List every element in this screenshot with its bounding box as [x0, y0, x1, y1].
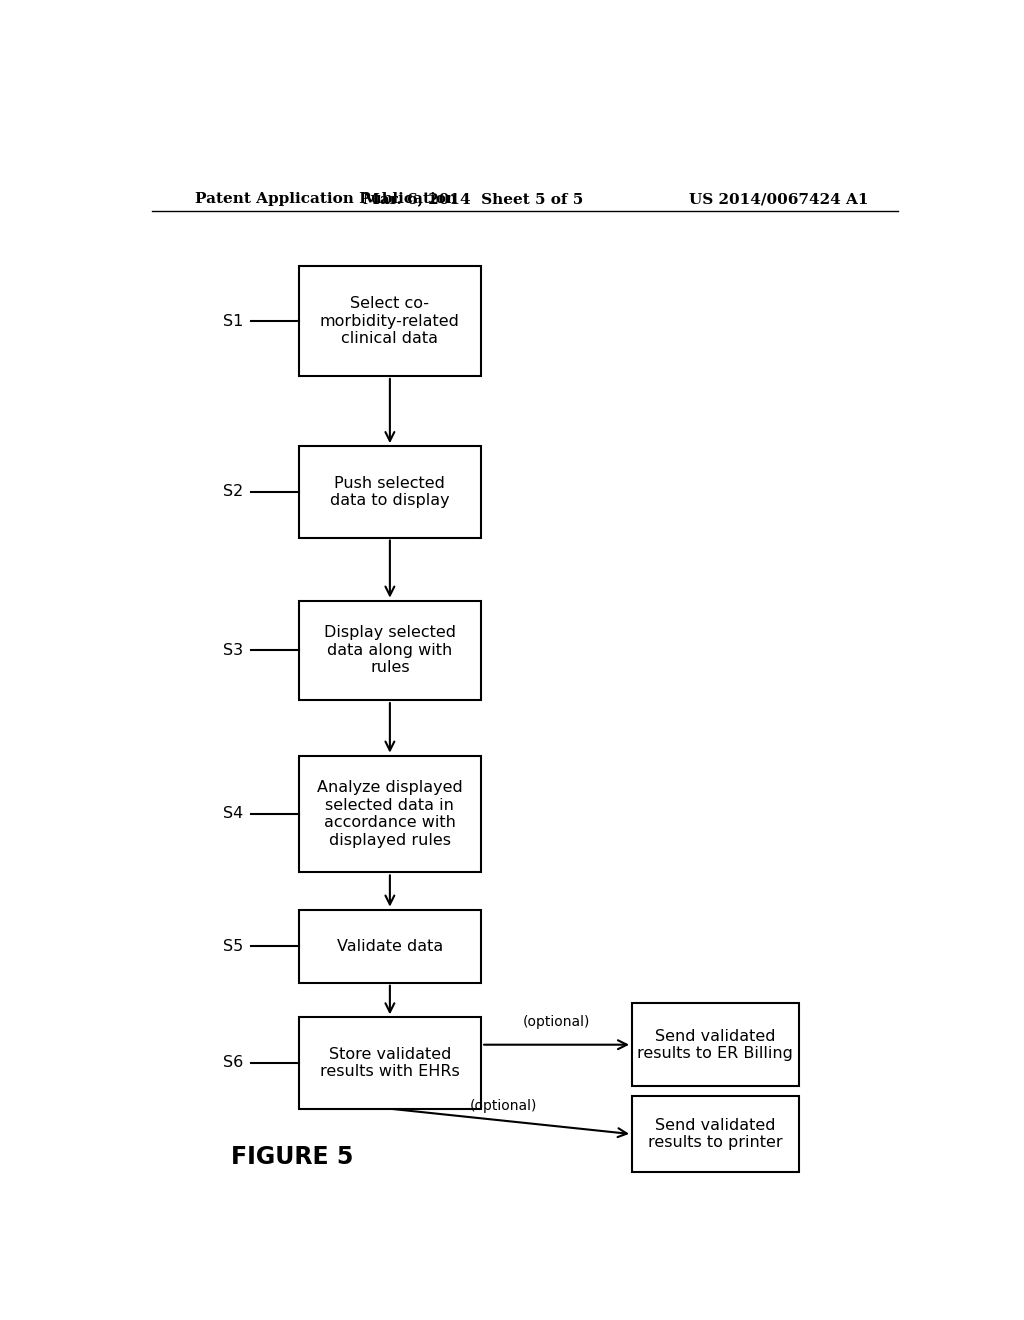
Text: (optional): (optional): [469, 1100, 537, 1113]
Text: Send validated
results to ER Billing: Send validated results to ER Billing: [637, 1028, 794, 1061]
Text: Store validated
results with EHRs: Store validated results with EHRs: [321, 1047, 460, 1080]
Text: Select co-
morbidity-related
clinical data: Select co- morbidity-related clinical da…: [319, 296, 460, 346]
Bar: [299, 909, 481, 982]
Text: S6: S6: [223, 1056, 243, 1071]
Text: S4: S4: [223, 807, 243, 821]
Text: Send validated
results to printer: Send validated results to printer: [648, 1118, 782, 1150]
Bar: [299, 446, 481, 537]
Bar: [299, 267, 481, 376]
Text: Push selected
data to display: Push selected data to display: [330, 475, 450, 508]
Text: S3: S3: [223, 643, 243, 657]
Text: FIGURE 5: FIGURE 5: [231, 1144, 353, 1168]
Text: Mar. 6, 2014  Sheet 5 of 5: Mar. 6, 2014 Sheet 5 of 5: [364, 191, 584, 206]
Text: Display selected
data along with
rules: Display selected data along with rules: [324, 626, 456, 676]
Text: Analyze displayed
selected data in
accordance with
displayed rules: Analyze displayed selected data in accor…: [317, 780, 463, 847]
Bar: [299, 1018, 481, 1109]
Text: S2: S2: [223, 484, 243, 499]
Bar: [299, 601, 481, 700]
Text: S1: S1: [222, 314, 243, 329]
Bar: [299, 755, 481, 873]
Bar: [632, 1003, 799, 1086]
Bar: [632, 1096, 799, 1172]
Text: Patent Application Publication: Patent Application Publication: [196, 191, 458, 206]
Text: S5: S5: [223, 939, 243, 953]
Text: (optional): (optional): [523, 1015, 590, 1030]
Text: Validate data: Validate data: [337, 939, 443, 953]
Text: US 2014/0067424 A1: US 2014/0067424 A1: [689, 191, 868, 206]
